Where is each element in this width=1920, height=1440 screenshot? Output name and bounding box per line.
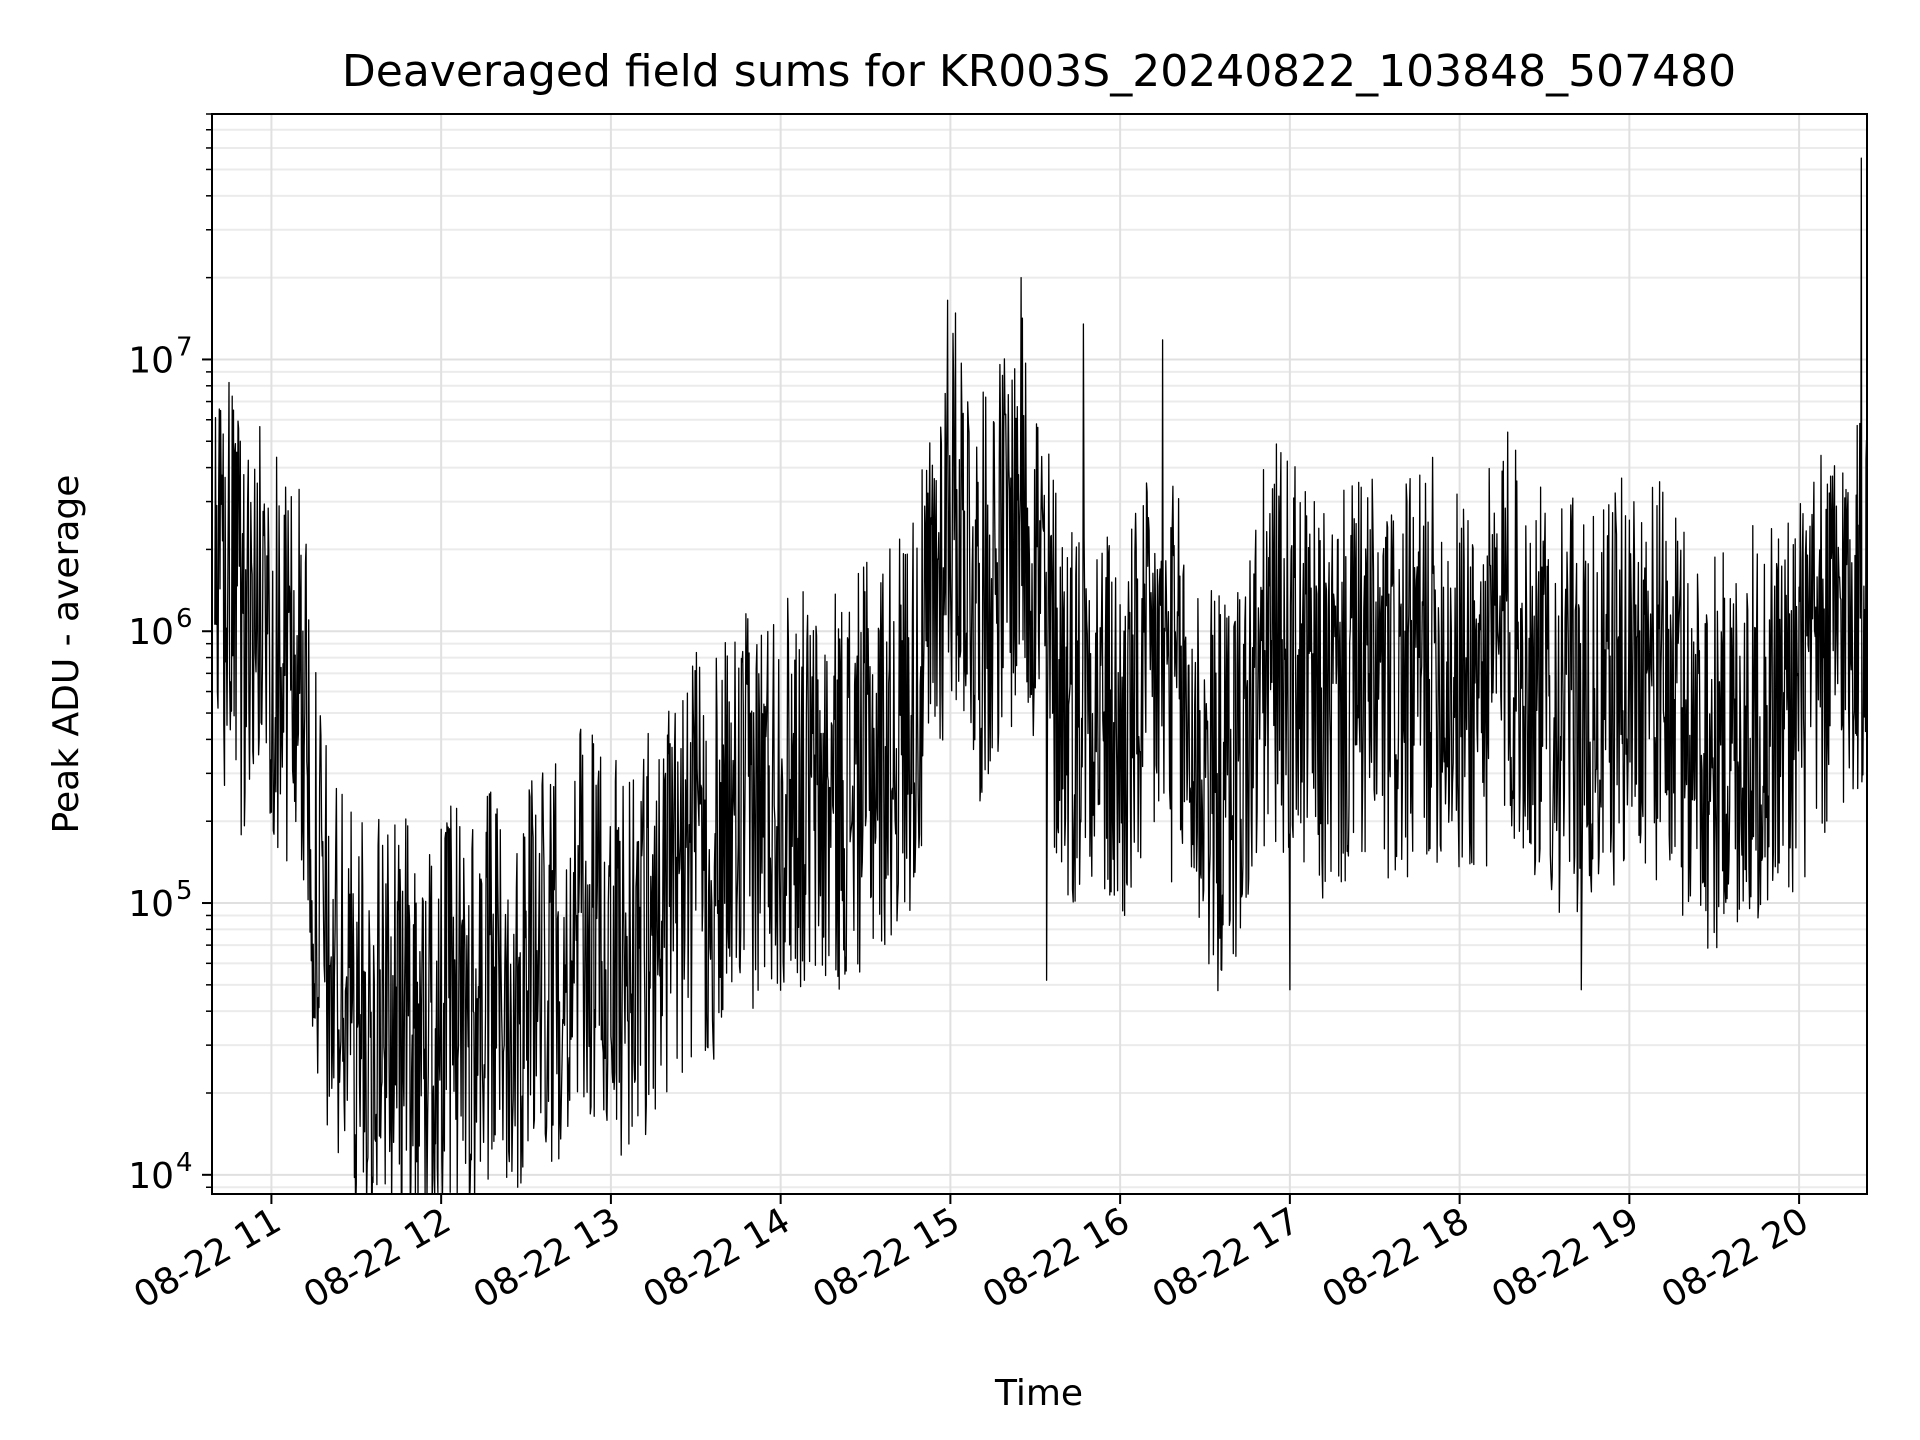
series-line: [214, 157, 1867, 1194]
y-tick-exponent: 4: [176, 1148, 193, 1178]
y-axis-label: Peak ADU - average: [46, 475, 87, 834]
series-line-group: [214, 157, 1867, 1194]
y-tick-exponent: 7: [176, 332, 193, 362]
y-tick-label: 10: [128, 612, 174, 653]
y-tick-label: 10: [128, 1156, 174, 1197]
x-axis-label: Time: [994, 1373, 1083, 1414]
y-tick-label: 10: [128, 884, 174, 925]
y-tick-exponent: 5: [176, 876, 193, 906]
y-tick-exponent: 6: [176, 604, 193, 634]
y-tick-label: 10: [128, 340, 174, 381]
chart-title: Deaveraged field sums for KR003S_2024082…: [342, 46, 1736, 97]
plot-area-frame: [211, 113, 1868, 1195]
